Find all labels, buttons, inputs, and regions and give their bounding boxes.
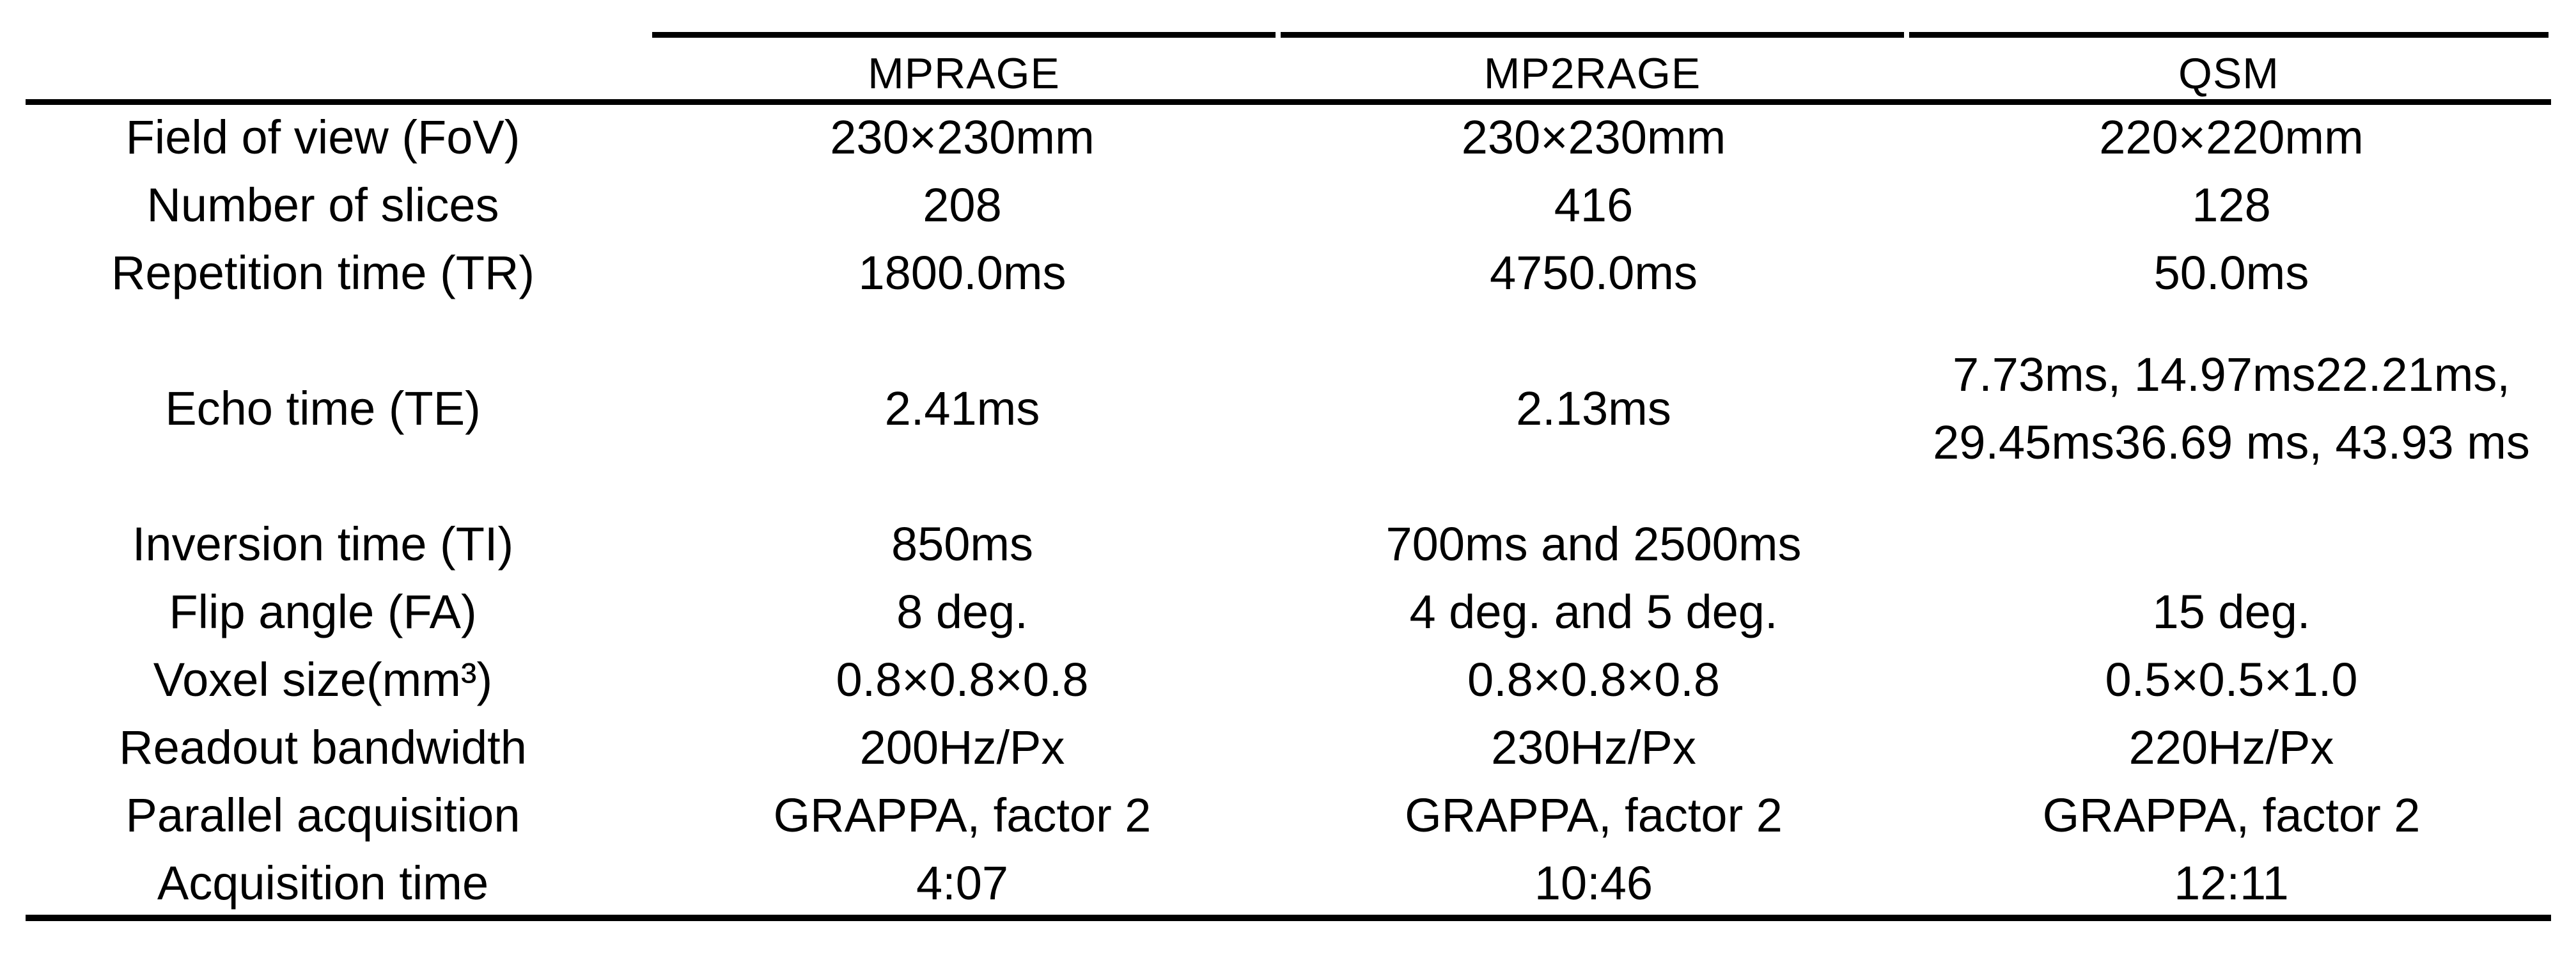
cell-qsm: 15 deg. <box>2152 585 2311 638</box>
row-label: Flip angle (FA) <box>169 585 477 638</box>
cell-mp2rage: 4750.0ms <box>1490 246 1698 299</box>
cell-mprage: 1800.0ms <box>858 246 1066 299</box>
row-label: Parallel acquisition <box>125 789 520 842</box>
cell-mp2rage: 416 <box>1554 178 1634 232</box>
table-row: Echo time (TE) 2.41ms 2.13ms 7.73ms, 14.… <box>0 307 2576 510</box>
cell-mp2rage: 230Hz/Px <box>1491 721 1696 774</box>
top-rule-segment-1 <box>652 32 1276 38</box>
row-label: Inversion time (TI) <box>132 517 514 571</box>
cell-mprage: 8 deg. <box>896 585 1028 638</box>
cell-mp2rage: 4 deg. and 5 deg. <box>1409 585 1778 638</box>
bottom-rule <box>26 915 2551 921</box>
table-row: Readout bandwidth 200Hz/Px 230Hz/Px 220H… <box>0 714 2576 782</box>
table-row: Flip angle (FA) 8 deg. 4 deg. and 5 deg.… <box>0 578 2576 646</box>
cell-mprage: 208 <box>923 178 1002 232</box>
cell-qsm: 220×220mm <box>2099 111 2364 164</box>
cell-mp2rage: 230×230mm <box>1461 111 1726 164</box>
cell-mprage: 850ms <box>891 517 1034 571</box>
table-row: Voxel size(mm³) 0.8×0.8×0.8 0.8×0.8×0.8 … <box>0 646 2576 714</box>
cell-mp2rage: GRAPPA, factor 2 <box>1405 789 1783 842</box>
cell-mprage: 200Hz/Px <box>859 721 1065 774</box>
row-label: Acquisition time <box>157 856 489 910</box>
row-label: Voxel size(mm³) <box>153 653 493 706</box>
cell-mp2rage: 0.8×0.8×0.8 <box>1467 653 1721 706</box>
cell-qsm: 50.0ms <box>2153 246 2309 299</box>
row-label: Number of slices <box>146 178 499 232</box>
row-label: Readout bandwidth <box>119 721 527 774</box>
cell-qsm: 220Hz/Px <box>2128 721 2334 774</box>
cell-mp2rage: 700ms and 2500ms <box>1386 517 1802 571</box>
cell-mprage: 0.8×0.8×0.8 <box>836 653 1089 706</box>
column-header-mprage: MPRAGE <box>868 49 1060 98</box>
cell-mp2rage: 2.13ms <box>1516 382 1671 435</box>
cell-qsm: 12:11 <box>2174 856 2289 910</box>
header-rule <box>26 99 2551 105</box>
table-row: Inversion time (TI) 850ms 700ms and 2500… <box>0 510 2576 578</box>
table-row: Acquisition time 4:07 10:46 12:11 <box>0 849 2576 917</box>
row-label: Repetition time (TR) <box>111 246 535 299</box>
table-row: Parallel acquisition GRAPPA, factor 2 GR… <box>0 782 2576 849</box>
table-row: Repetition time (TR) 1800.0ms 4750.0ms 5… <box>0 239 2576 307</box>
cell-qsm: 7.73ms, 14.97ms22.21ms, 29.45ms36.69 ms,… <box>1933 348 2530 469</box>
cell-mprage: 2.41ms <box>884 382 1040 435</box>
cell-qsm: 128 <box>2192 178 2271 232</box>
column-header-qsm: QSM <box>2178 49 2279 98</box>
cell-mp2rage: 10:46 <box>1534 856 1653 910</box>
row-label: Field of view (FoV) <box>125 111 520 164</box>
cell-mprage: GRAPPA, factor 2 <box>773 789 1151 842</box>
row-label: Echo time (TE) <box>165 382 481 435</box>
top-rule-segment-3 <box>1909 32 2549 38</box>
cell-qsm <box>1909 510 2554 578</box>
cell-qsm: GRAPPA, factor 2 <box>2042 789 2421 842</box>
table-row: Number of slices 208 416 128 <box>0 171 2576 239</box>
top-rule-segment-2 <box>1281 32 1904 38</box>
table-row: Field of view (FoV) 230×230mm 230×230mm … <box>0 104 2576 171</box>
column-header-mp2rage: MP2RAGE <box>1483 49 1701 98</box>
cell-mprage: 4:07 <box>916 856 1009 910</box>
cell-mprage: 230×230mm <box>830 111 1095 164</box>
cell-qsm: 0.5×0.5×1.0 <box>2105 653 2358 706</box>
